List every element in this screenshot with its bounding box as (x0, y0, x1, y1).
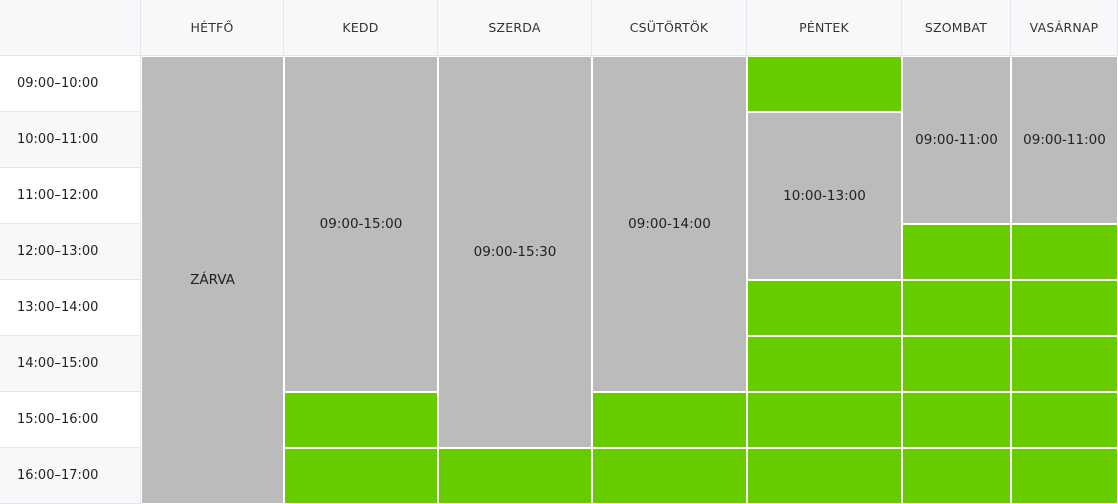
available-slot[interactable] (1011, 224, 1118, 280)
day-header-label: VASÁRNAP (1029, 20, 1099, 35)
day-header-label: CSÜTÖRTÖK (629, 20, 709, 35)
block-label: 09:00-15:00 (319, 216, 403, 232)
time-slot-text: 10:00–11:00 (17, 132, 99, 147)
block-label: 10:00-13:00 (783, 188, 866, 204)
day-header-label: KEDD (342, 20, 379, 35)
day-header-sunday: VASÁRNAP (1011, 0, 1118, 56)
available-slot[interactable] (747, 448, 902, 504)
time-slot-text: 14:00–15:00 (17, 356, 99, 371)
booked-slot-block: 10:00-13:00 (747, 112, 902, 280)
booked-slot-block: 09:00-14:00 (592, 56, 747, 392)
available-slot[interactable] (747, 56, 902, 112)
booked-slot-block: 09:00-15:30 (438, 56, 592, 448)
booked-slot-block: 09:00-11:00 (1011, 56, 1118, 224)
available-slot[interactable] (902, 392, 1011, 448)
available-slot[interactable] (747, 392, 902, 448)
block-label: 09:00-11:00 (1023, 132, 1106, 148)
block-label: 09:00-15:30 (473, 244, 557, 260)
available-slot[interactable] (902, 448, 1011, 504)
time-slot-label: 10:00–11:00 (0, 112, 141, 168)
time-slot-label: 13:00–14:00 (0, 280, 141, 336)
available-slot[interactable] (902, 336, 1011, 392)
available-slot[interactable] (284, 392, 438, 448)
time-slot-text: 15:00–16:00 (17, 412, 99, 427)
day-header-friday: PÉNTEK (747, 0, 902, 56)
day-header-label: HÉTFŐ (190, 20, 234, 35)
available-slot[interactable] (592, 448, 747, 504)
day-header-tuesday: KEDD (284, 0, 438, 56)
time-slot-label: 15:00–16:00 (0, 392, 141, 448)
time-slot-label: 16:00–17:00 (0, 448, 141, 504)
booked-slot-block: 09:00-15:00 (284, 56, 438, 392)
available-slot[interactable] (438, 448, 592, 504)
time-slot-text: 13:00–14:00 (17, 300, 99, 315)
time-slot-text: 16:00–17:00 (17, 468, 99, 483)
time-slot-label: 09:00–10:00 (0, 56, 141, 112)
available-slot[interactable] (747, 280, 902, 336)
available-slot[interactable] (902, 224, 1011, 280)
time-slot-label: 12:00–13:00 (0, 224, 141, 280)
day-header-label: SZOMBAT (924, 20, 988, 35)
time-slot-label: 14:00–15:00 (0, 336, 141, 392)
available-slot[interactable] (902, 280, 1011, 336)
block-label: 09:00-14:00 (628, 216, 711, 232)
available-slot[interactable] (284, 448, 438, 504)
available-slot[interactable] (747, 336, 902, 392)
grid-corner (0, 0, 141, 56)
available-slot[interactable] (1011, 448, 1118, 504)
closed-day-block: ZÁRVA (141, 56, 284, 504)
available-slot[interactable] (592, 392, 747, 448)
day-header-monday: HÉTFŐ (141, 0, 284, 56)
day-header-thursday: CSÜTÖRTÖK (592, 0, 747, 56)
day-header-saturday: SZOMBAT (902, 0, 1011, 56)
available-slot[interactable] (1011, 336, 1118, 392)
booked-slot-block: 09:00-11:00 (902, 56, 1011, 224)
time-slot-text: 12:00–13:00 (17, 244, 99, 259)
block-label: ZÁRVA (190, 272, 235, 288)
time-slot-label: 11:00–12:00 (0, 168, 141, 224)
day-header-wednesday: SZERDA (438, 0, 592, 56)
time-slot-text: 09:00–10:00 (17, 76, 99, 91)
day-header-label: SZERDA (488, 20, 541, 35)
available-slot[interactable] (1011, 392, 1118, 448)
block-label: 09:00-11:00 (915, 132, 998, 148)
day-header-label: PÉNTEK (799, 20, 849, 35)
time-slot-text: 11:00–12:00 (17, 188, 99, 203)
available-slot[interactable] (1011, 280, 1118, 336)
